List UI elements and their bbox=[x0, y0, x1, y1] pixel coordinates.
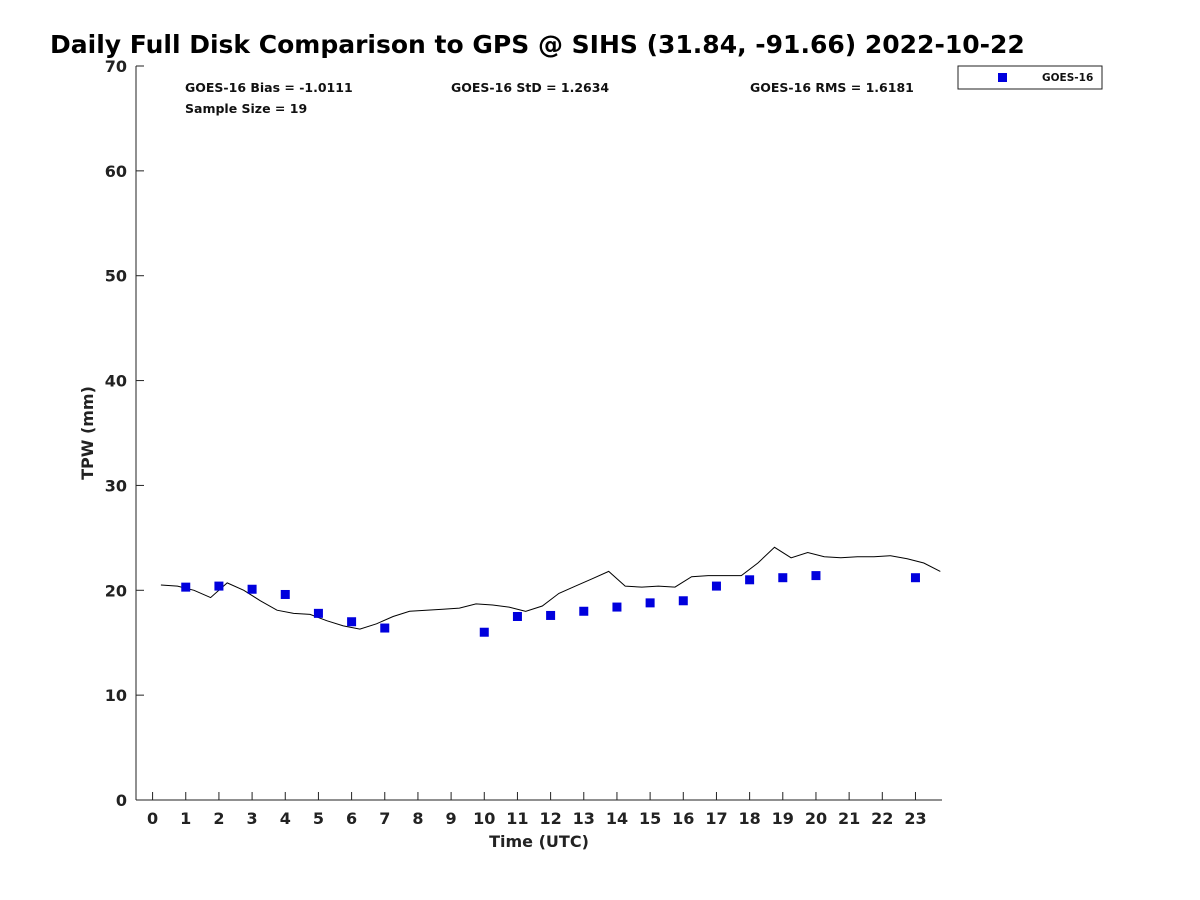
legend-box bbox=[957, 65, 1103, 90]
x-tick-label: 15 bbox=[639, 809, 661, 828]
y-tick-label: 20 bbox=[105, 581, 127, 600]
y-tick-label: 40 bbox=[105, 372, 127, 391]
goes-16-series bbox=[181, 571, 920, 637]
y-tick-label: 10 bbox=[105, 686, 127, 705]
goes-16-point bbox=[380, 623, 390, 633]
rms-stat: GOES-16 RMS = 1.6181 bbox=[750, 80, 914, 95]
goes-16-point bbox=[579, 606, 589, 616]
x-axis-ticks: 0 1 2 3 4 5 6 7 8 9 10 11 12 13 14 15 16 17 18 19 20 21 22 23 bbox=[147, 792, 927, 828]
x-tick-label: 6 bbox=[346, 809, 357, 828]
x-tick-label: 3 bbox=[247, 809, 258, 828]
y-tick-label: 30 bbox=[105, 476, 127, 495]
goes-16-point bbox=[711, 581, 721, 591]
x-tick-label: 12 bbox=[539, 809, 561, 828]
goes-16-point bbox=[181, 582, 191, 592]
goes-16-point bbox=[778, 573, 788, 583]
chart-title: Daily Full Disk Comparison to GPS @ SIHS… bbox=[50, 30, 1025, 59]
goes-16-point bbox=[512, 612, 522, 621]
x-tick-label: 20 bbox=[805, 809, 827, 828]
x-tick-label: 11 bbox=[506, 809, 528, 828]
goes-16-point bbox=[645, 598, 655, 608]
x-axis-title: Time (UTC) bbox=[489, 832, 589, 851]
legend-label-goes-16: GOES-16 bbox=[1042, 72, 1093, 84]
x-tick-label: 14 bbox=[606, 809, 628, 828]
legend: GOES-16 bbox=[957, 65, 1103, 90]
x-tick-label: 2 bbox=[213, 809, 224, 828]
gps-series bbox=[160, 546, 941, 630]
legend-marker-goes-16 bbox=[998, 73, 1007, 82]
x-tick-label: 4 bbox=[280, 809, 291, 828]
x-tick-label: 17 bbox=[705, 809, 727, 828]
goes-16-point bbox=[910, 573, 920, 583]
y-tick-label: 50 bbox=[105, 267, 127, 286]
goes-16-point bbox=[347, 617, 357, 627]
y-tick-label: 60 bbox=[105, 162, 127, 181]
x-tick-label: 1 bbox=[180, 809, 191, 828]
bias-stat: GOES-16 Bias = -1.0111 bbox=[185, 80, 353, 95]
gps-line bbox=[160, 546, 941, 630]
x-tick-label: 18 bbox=[738, 809, 760, 828]
x-tick-label: 9 bbox=[446, 809, 457, 828]
x-tick-label: 0 bbox=[147, 809, 158, 828]
x-tick-label: 10 bbox=[473, 809, 495, 828]
x-tick-label: 21 bbox=[838, 809, 860, 828]
goes-16-point bbox=[811, 571, 821, 581]
std-stat: GOES-16 StD = 1.2634 bbox=[451, 80, 609, 95]
y-tick-label: 70 bbox=[105, 57, 127, 76]
sample-size-stat: Sample Size = 19 bbox=[185, 101, 307, 116]
x-tick-label: 5 bbox=[313, 809, 324, 828]
y-axis-title: TPW (mm) bbox=[78, 386, 97, 480]
goes-16-point bbox=[546, 610, 556, 620]
goes-16-point bbox=[313, 608, 323, 618]
goes-16-point bbox=[612, 602, 622, 612]
x-tick-label: 19 bbox=[772, 809, 794, 828]
goes-16-point bbox=[745, 575, 755, 585]
goes-16-point bbox=[214, 581, 224, 591]
x-tick-label: 23 bbox=[904, 809, 926, 828]
y-tick-label: 0 bbox=[116, 791, 127, 810]
goes-16-point bbox=[280, 589, 290, 599]
x-tick-label: 7 bbox=[379, 809, 390, 828]
goes-16-point bbox=[479, 627, 489, 637]
goes-16-point bbox=[247, 584, 257, 594]
x-tick-label: 13 bbox=[573, 809, 595, 828]
x-tick-label: 8 bbox=[412, 809, 423, 828]
y-axis-ticks: 0 10 20 30 40 50 60 70 bbox=[105, 57, 144, 810]
x-tick-label: 22 bbox=[871, 809, 893, 828]
goes-16-point bbox=[678, 596, 688, 606]
x-tick-label: 16 bbox=[672, 809, 694, 828]
